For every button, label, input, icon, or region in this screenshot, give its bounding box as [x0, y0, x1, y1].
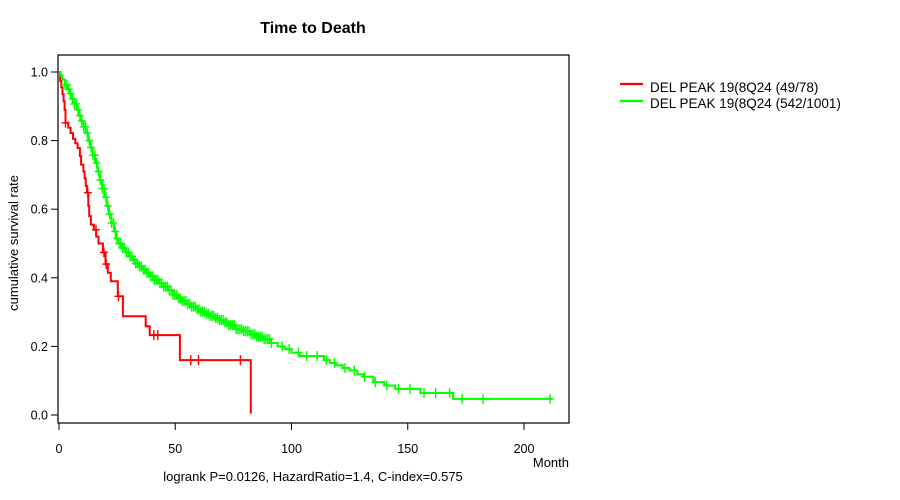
legend: DEL PEAK 19(8Q24 (49/78) DEL PEAK 19(8Q2… [620, 80, 841, 111]
x-axis-tick-label: 0 [56, 442, 63, 456]
axes-layer: 0 50 100 150 200 0.0 0.2 0.4 0.6 0.8 1.0 [31, 66, 535, 457]
chart-title: Time to Death [260, 20, 366, 37]
x-axis-title: Month [533, 455, 569, 470]
legend-label-red: DEL PEAK 19(8Q24 (49/78) [650, 80, 818, 95]
x-axis-tick-label: 50 [168, 442, 182, 456]
x-axis-tick-label: 200 [514, 442, 535, 456]
censor-marks-0 [61, 117, 245, 366]
x-axis-tick-label: 100 [281, 442, 302, 456]
y-axis-tick-label: 0.8 [31, 134, 48, 148]
y-axis-tick-label: 0.0 [31, 409, 48, 423]
x-axis-tick-label: 150 [397, 442, 418, 456]
y-axis-tick-label: 1.0 [31, 66, 48, 80]
survival-curve-1 [59, 71, 552, 400]
y-axis-tick-label: 0.6 [31, 203, 48, 217]
plot-frame [57, 54, 570, 424]
y-axis-title: cumulative survival rate [6, 175, 21, 311]
survival-curve-0 [59, 71, 252, 414]
curves-layer [59, 71, 554, 414]
stats-caption: logrank P=0.0126, HazardRatio=1.4, C-ind… [163, 469, 463, 484]
legend-label-green: DEL PEAK 19(8Q24 (542/1001) [650, 96, 841, 111]
censor-marks-1 [61, 79, 554, 404]
y-axis-tick-label: 0.4 [31, 271, 48, 285]
y-axis-tick-label: 0.2 [31, 340, 48, 354]
